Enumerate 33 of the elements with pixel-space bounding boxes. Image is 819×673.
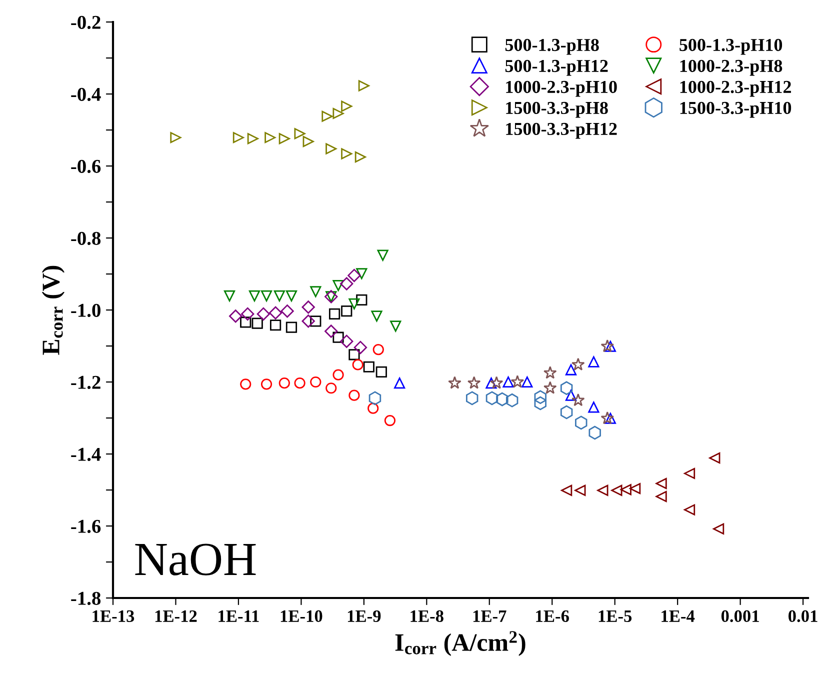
- legend-label: 1000-2.3-pH8: [680, 60, 782, 76]
- y-tick-label: -0.2: [71, 16, 100, 30]
- x-tick-label: 1E-8: [410, 610, 444, 622]
- legend-label: 1000-2.3-pH10: [506, 80, 617, 97]
- x-tick-label: 0.001: [721, 610, 759, 622]
- y-tick-label: -1.6: [71, 520, 101, 534]
- x-tick-label: 1E-4: [662, 610, 695, 622]
- x-tick-label: 1E-7: [473, 610, 506, 622]
- annotation: NaOH: [135, 544, 256, 576]
- y-tick-label: -1.8: [71, 592, 101, 606]
- x-tick-label: 1E-9: [348, 610, 381, 622]
- y-tick-label: -0.8: [71, 232, 101, 246]
- y-axis-title: E$_{corr}$ (V): [42, 266, 65, 355]
- x-tick-label: 1E-12: [155, 610, 197, 622]
- x-tick-label: 1E-5: [598, 610, 632, 622]
- y-tick-label: -1.4: [71, 448, 101, 462]
- x-axis-title: I$_{corr}$ (A/cm$^{2}$): [395, 631, 526, 656]
- y-tick-label: -0.4: [71, 88, 101, 102]
- y-tick-label: -1.0: [71, 304, 100, 318]
- x-tick-label: 0.01: [788, 610, 818, 622]
- legend-label: 1500-3.3-pH12: [506, 122, 617, 139]
- legend-label: 1000-2.3-pH12: [680, 80, 791, 97]
- legend-label: 1500-3.3-pH8: [506, 102, 608, 118]
- legend-label: 500-1.3-pH8: [505, 38, 599, 55]
- x-tick-label: 1E-11: [218, 610, 259, 622]
- legend-label: 500-1.3-pH12: [505, 60, 608, 76]
- y-tick-label: -1.2: [71, 376, 100, 390]
- x-tick-label: 1E-10: [280, 610, 322, 622]
- x-tick-label: 1E-13: [92, 610, 134, 622]
- x-tick-label: 1E-6: [536, 610, 569, 622]
- y-tick-label: -0.6: [71, 160, 101, 174]
- legend-label: 500-1.3-pH10: [680, 38, 782, 55]
- legend-label: 1500-3.3-pH10: [680, 102, 792, 118]
